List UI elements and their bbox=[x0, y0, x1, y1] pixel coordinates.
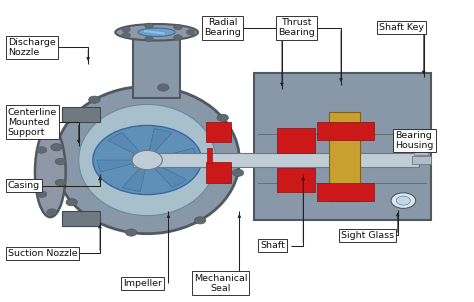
Circle shape bbox=[173, 35, 182, 40]
Text: Thrust
Bearing: Thrust Bearing bbox=[278, 18, 314, 37]
FancyBboxPatch shape bbox=[277, 168, 315, 191]
Circle shape bbox=[66, 199, 77, 206]
Circle shape bbox=[51, 144, 62, 151]
Ellipse shape bbox=[35, 127, 66, 217]
FancyBboxPatch shape bbox=[133, 153, 419, 167]
Text: Sight Glass: Sight Glass bbox=[341, 231, 394, 240]
Ellipse shape bbox=[115, 24, 198, 40]
Text: Shaft Key: Shaft Key bbox=[379, 23, 424, 32]
Text: Shaft: Shaft bbox=[260, 241, 285, 250]
Circle shape bbox=[122, 32, 130, 38]
Circle shape bbox=[157, 84, 169, 91]
Circle shape bbox=[47, 129, 57, 135]
Circle shape bbox=[36, 191, 47, 198]
Ellipse shape bbox=[79, 104, 216, 216]
FancyBboxPatch shape bbox=[277, 128, 315, 153]
Text: Centerline
Mounted
Support: Centerline Mounted Support bbox=[8, 108, 57, 137]
FancyBboxPatch shape bbox=[207, 148, 212, 163]
Circle shape bbox=[232, 169, 244, 176]
Circle shape bbox=[36, 147, 47, 153]
Wedge shape bbox=[108, 133, 147, 160]
Wedge shape bbox=[122, 160, 147, 191]
Circle shape bbox=[126, 229, 137, 236]
Circle shape bbox=[145, 23, 153, 28]
FancyBboxPatch shape bbox=[62, 210, 100, 226]
Circle shape bbox=[93, 125, 201, 194]
Text: Impeller: Impeller bbox=[123, 279, 162, 288]
FancyBboxPatch shape bbox=[318, 122, 374, 140]
FancyBboxPatch shape bbox=[412, 156, 431, 164]
Circle shape bbox=[217, 114, 228, 121]
FancyBboxPatch shape bbox=[62, 107, 100, 122]
FancyBboxPatch shape bbox=[414, 147, 428, 155]
FancyBboxPatch shape bbox=[318, 183, 374, 201]
FancyBboxPatch shape bbox=[206, 162, 231, 183]
Circle shape bbox=[173, 24, 182, 30]
Text: Suction Nozzle: Suction Nozzle bbox=[8, 249, 77, 258]
Text: Casing: Casing bbox=[8, 181, 40, 190]
Wedge shape bbox=[147, 129, 172, 160]
FancyBboxPatch shape bbox=[329, 112, 360, 201]
Circle shape bbox=[47, 209, 57, 215]
Circle shape bbox=[132, 150, 162, 170]
Ellipse shape bbox=[55, 86, 239, 234]
FancyBboxPatch shape bbox=[206, 121, 231, 142]
Text: Bearing
Housing: Bearing Housing bbox=[395, 131, 434, 150]
Wedge shape bbox=[98, 160, 147, 172]
Circle shape bbox=[145, 36, 153, 41]
Wedge shape bbox=[147, 160, 186, 187]
Circle shape bbox=[391, 193, 416, 208]
FancyBboxPatch shape bbox=[133, 32, 180, 98]
Circle shape bbox=[194, 217, 206, 224]
Text: Radial
Bearing: Radial Bearing bbox=[204, 18, 241, 37]
Ellipse shape bbox=[138, 28, 175, 37]
Circle shape bbox=[186, 30, 195, 35]
Text: Mechanical
Seal: Mechanical Seal bbox=[194, 274, 247, 293]
FancyBboxPatch shape bbox=[254, 73, 431, 220]
Wedge shape bbox=[147, 148, 197, 160]
Text: Discharge
Nozzle: Discharge Nozzle bbox=[8, 37, 55, 57]
Circle shape bbox=[396, 196, 410, 205]
Circle shape bbox=[55, 179, 65, 186]
Circle shape bbox=[55, 158, 65, 165]
Circle shape bbox=[122, 27, 130, 32]
Circle shape bbox=[89, 96, 100, 103]
